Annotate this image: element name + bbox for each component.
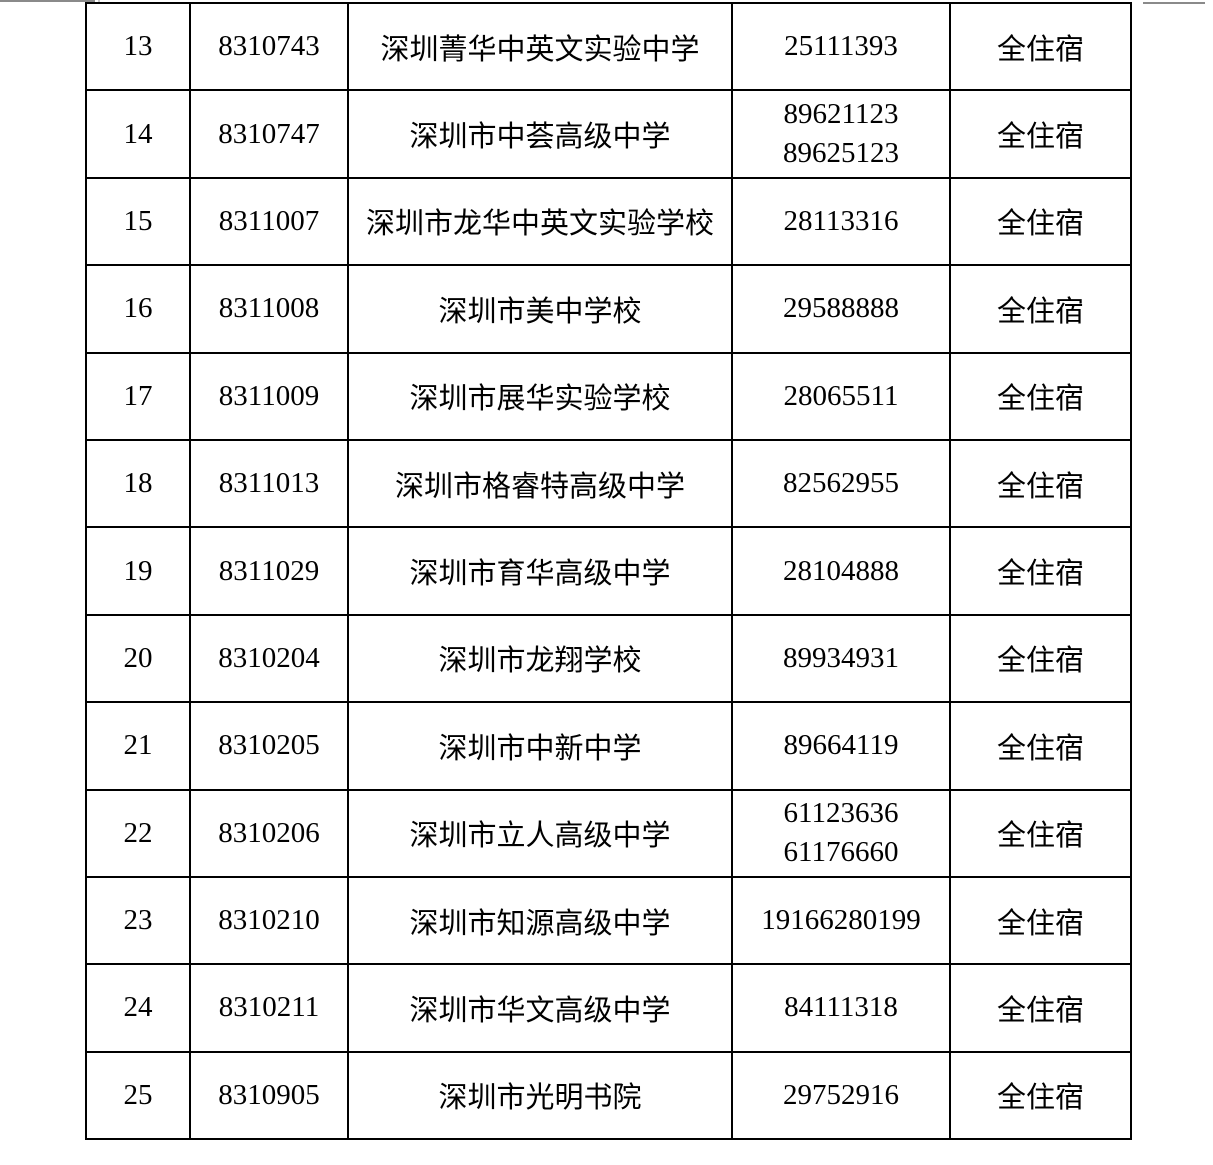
table-row: 25 8310905 深圳市光明书院 29752916 全住宿	[85, 1050, 1132, 1141]
phone-cell: 84111318	[731, 963, 951, 1053]
table-row: 24 8310211 深圳市华文高级中学 84111318 全住宿	[85, 963, 1132, 1053]
table-row: 15 8311007 深圳市龙华中英文实验学校 28113316 全住宿	[85, 176, 1132, 267]
phone-cell: 28113316	[731, 176, 951, 267]
phone-cell: 28065511	[731, 351, 951, 441]
school-code-cell: 8310747	[189, 89, 349, 179]
school-name-cell: 深圳市格睿特高级中学	[347, 438, 733, 529]
phone-number: 28065511	[783, 379, 899, 412]
phone-number: 61176660	[783, 836, 899, 869]
boarding-cell: 全住宿	[949, 875, 1132, 966]
phone-number: 28104888	[783, 554, 899, 587]
phone-number: 82562955	[783, 467, 899, 500]
table-row: 20 8310204 深圳市龙翔学校 89934931 全住宿	[85, 613, 1132, 704]
table-row: 13 8310743 深圳菁华中英文实验中学 25111393 全住宿	[85, 1, 1132, 92]
table-row: 23 8310210 深圳市知源高级中学 19166280199 全住宿	[85, 875, 1132, 966]
row-number-cell: 22	[85, 788, 191, 878]
school-code-cell: 8310205	[189, 701, 349, 791]
row-number-cell: 25	[85, 1050, 191, 1141]
boarding-cell: 全住宿	[949, 788, 1132, 878]
phone-cell: 25111393	[731, 1, 951, 92]
school-name-cell: 深圳菁华中英文实验中学	[347, 1, 733, 92]
boarding-cell: 全住宿	[949, 963, 1132, 1053]
phone-number: 29752916	[783, 1078, 899, 1111]
phone-number: 89625123	[783, 137, 899, 170]
phone-number: 25111393	[784, 30, 898, 63]
table-row: 21 8310205 深圳市中新中学 89664119 全住宿	[85, 701, 1132, 791]
school-code-cell: 8310211	[189, 963, 349, 1053]
row-number-cell: 14	[85, 89, 191, 179]
phone-number: 89621123	[783, 98, 899, 131]
boarding-cell: 全住宿	[949, 613, 1132, 704]
phone-number: 89934931	[783, 641, 899, 674]
school-code-cell: 8310206	[189, 788, 349, 878]
phone-number: 29588888	[783, 292, 899, 325]
school-code-cell: 8311008	[189, 264, 349, 354]
school-name-cell: 深圳市华文高级中学	[347, 963, 733, 1053]
boarding-cell: 全住宿	[949, 1, 1132, 92]
school-name-cell: 深圳市龙翔学校	[347, 613, 733, 704]
table-row: 22 8310206 深圳市立人高级中学 61123636 61176660 全…	[85, 788, 1132, 878]
row-number-cell: 23	[85, 875, 191, 966]
school-code-cell: 8310743	[189, 1, 349, 92]
boarding-cell: 全住宿	[949, 176, 1132, 267]
phone-number: 28113316	[783, 204, 899, 237]
school-name-cell: 深圳市立人高级中学	[347, 788, 733, 878]
school-table: 13 8310743 深圳菁华中英文实验中学 25111393 全住宿 14 8…	[85, 1, 1132, 1141]
row-number-cell: 24	[85, 963, 191, 1053]
row-number-cell: 19	[85, 526, 191, 616]
school-name-cell: 深圳市中荟高级中学	[347, 89, 733, 179]
boarding-cell: 全住宿	[949, 89, 1132, 179]
boarding-cell: 全住宿	[949, 438, 1132, 529]
school-code-cell: 8310905	[189, 1050, 349, 1141]
school-code-cell: 8310210	[189, 875, 349, 966]
row-number-cell: 21	[85, 701, 191, 791]
table-row: 19 8311029 深圳市育华高级中学 28104888 全住宿	[85, 526, 1132, 616]
phone-number: 84111318	[784, 991, 898, 1024]
phone-cell: 89934931	[731, 613, 951, 704]
boarding-cell: 全住宿	[949, 526, 1132, 616]
school-name-cell: 深圳市中新中学	[347, 701, 733, 791]
school-name-cell: 深圳市龙华中英文实验学校	[347, 176, 733, 267]
page-edge-artifact-top-left	[0, 0, 95, 2]
school-name-cell: 深圳市美中学校	[347, 264, 733, 354]
school-name-cell: 深圳市知源高级中学	[347, 875, 733, 966]
phone-number: 19166280199	[761, 904, 921, 937]
boarding-cell: 全住宿	[949, 351, 1132, 441]
phone-cell: 28104888	[731, 526, 951, 616]
phone-number: 61123636	[783, 797, 899, 830]
page-edge-artifact-top-right	[1143, 2, 1205, 4]
phone-cell: 82562955	[731, 438, 951, 529]
table-row: 16 8311008 深圳市美中学校 29588888 全住宿	[85, 264, 1132, 354]
phone-cell: 89621123 89625123	[731, 89, 951, 179]
school-name-cell: 深圳市展华实验学校	[347, 351, 733, 441]
row-number-cell: 15	[85, 176, 191, 267]
boarding-cell: 全住宿	[949, 1050, 1132, 1141]
phone-cell: 61123636 61176660	[731, 788, 951, 878]
school-name-cell: 深圳市光明书院	[347, 1050, 733, 1141]
school-code-cell: 8311009	[189, 351, 349, 441]
school-code-cell: 8311007	[189, 176, 349, 267]
school-code-cell: 8310204	[189, 613, 349, 704]
phone-number: 89664119	[783, 729, 899, 762]
row-number-cell: 16	[85, 264, 191, 354]
phone-cell: 29752916	[731, 1050, 951, 1141]
school-code-cell: 8311029	[189, 526, 349, 616]
row-number-cell: 17	[85, 351, 191, 441]
phone-cell: 29588888	[731, 264, 951, 354]
row-number-cell: 20	[85, 613, 191, 704]
school-code-cell: 8311013	[189, 438, 349, 529]
boarding-cell: 全住宿	[949, 264, 1132, 354]
table-row: 18 8311013 深圳市格睿特高级中学 82562955 全住宿	[85, 438, 1132, 529]
school-name-cell: 深圳市育华高级中学	[347, 526, 733, 616]
row-number-cell: 18	[85, 438, 191, 529]
phone-cell: 19166280199	[731, 875, 951, 966]
boarding-cell: 全住宿	[949, 701, 1132, 791]
row-number-cell: 13	[85, 1, 191, 92]
table-row: 14 8310747 深圳市中荟高级中学 89621123 89625123 全…	[85, 89, 1132, 179]
table-row: 17 8311009 深圳市展华实验学校 28065511 全住宿	[85, 351, 1132, 441]
phone-cell: 89664119	[731, 701, 951, 791]
